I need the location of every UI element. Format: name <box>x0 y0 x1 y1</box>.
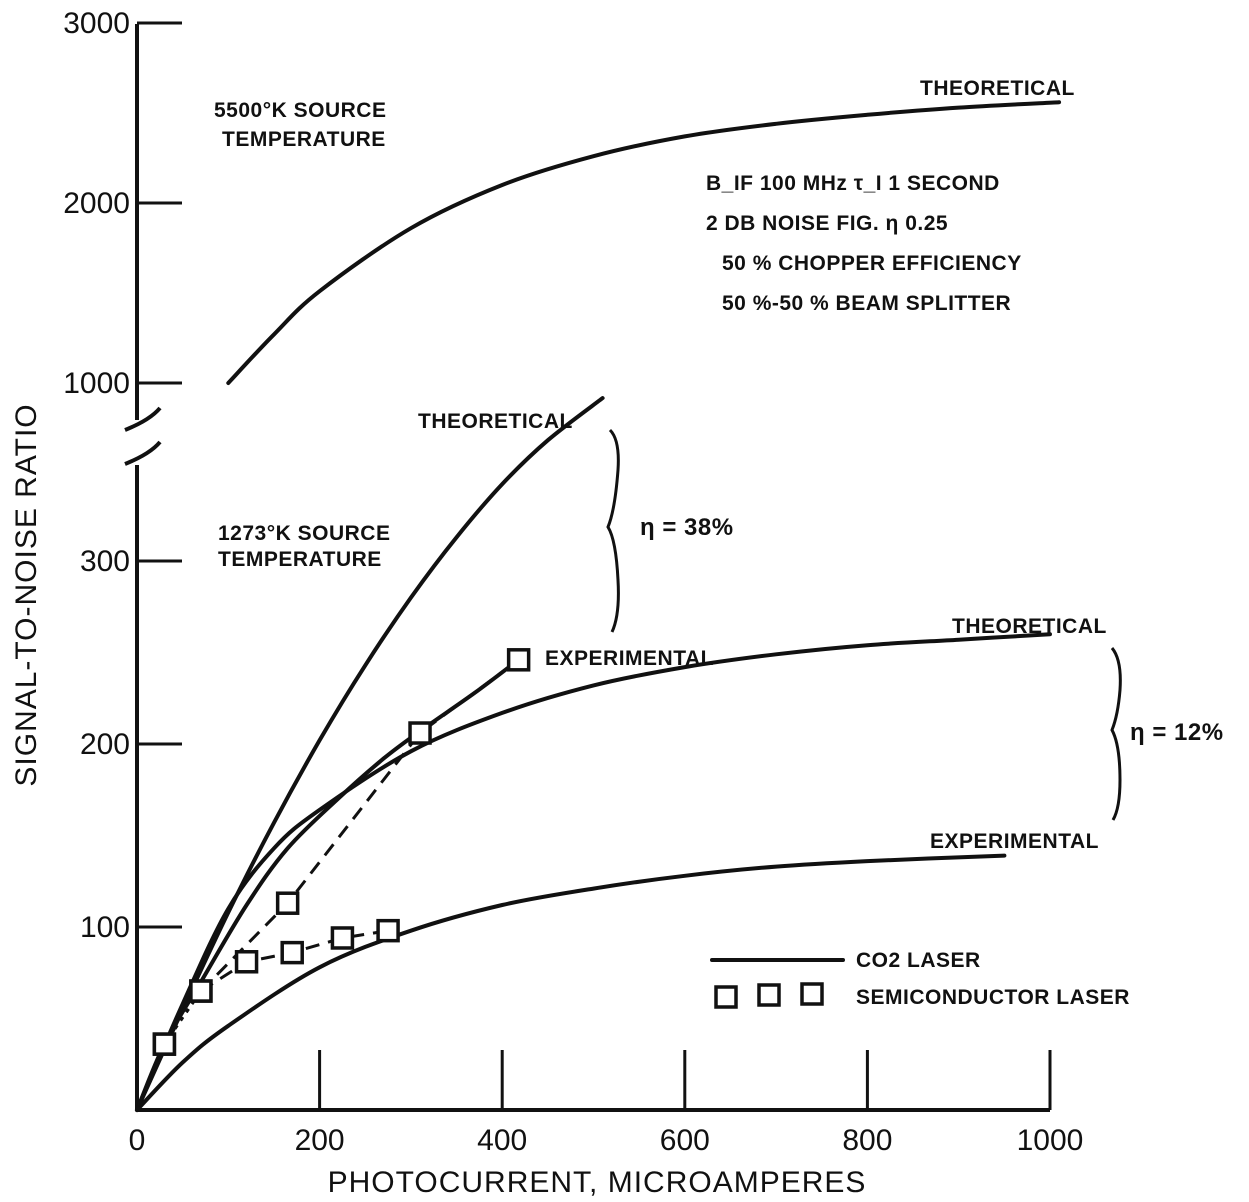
axis-break-mark-lower <box>124 440 162 466</box>
semiconductor-point-6-1 <box>189 979 213 1003</box>
legend-co2-label: CO2 LASER <box>856 949 981 972</box>
x-axis-title: PHOTOCURRENT, MICROAMPERES <box>328 1166 867 1199</box>
x-tick-label-600: 600 <box>660 1124 710 1157</box>
condition-line-2: 2 DB NOISE FIG. η 0.25 <box>706 212 948 235</box>
semiconductor-point-6-5 <box>376 918 400 943</box>
label-experimental-38: EXPERIMENTAL <box>545 647 714 670</box>
y-tick-label-200: 200 <box>80 728 130 761</box>
marker-group <box>152 648 531 1056</box>
series-4-experimental-1273-k-12 <box>135 853 1007 1112</box>
label-eta-38: η = 38% <box>640 514 734 541</box>
legend-semiconductor-label: SEMICONDUCTOR LASER <box>856 986 1130 1009</box>
semiconductor-point-6-2 <box>234 950 259 974</box>
condition-line-3: 50 % CHOPPER EFFICIENCY <box>722 252 1022 275</box>
x-tick-label-400: 400 <box>477 1124 527 1157</box>
label-experimental-12: EXPERIMENTAL <box>930 830 1099 853</box>
x-tick-label-200: 200 <box>295 1124 345 1157</box>
series-3-theoretical-1273-k-12 <box>135 632 1052 1112</box>
label-theoretical-12: THEORETICAL <box>952 615 1107 638</box>
upper-source-line-2: TEMPERATURE <box>222 128 386 151</box>
label-theoretical-38: THEORETICAL <box>418 410 573 433</box>
legend-semiconductor-marker-1 <box>714 985 738 1009</box>
semiconductor-point-5-2 <box>275 891 300 915</box>
series-2-experimental-1273-k-38 <box>135 657 521 1112</box>
series-0-theoretical-5500-k-source <box>226 100 1062 385</box>
semiconductor-point-6-3 <box>280 940 304 965</box>
series-1-theoretical-1273-k-38 <box>135 396 605 1112</box>
lower-source-line-1: 1273°K SOURCE <box>218 522 390 545</box>
x-tick-label-800: 800 <box>842 1124 892 1157</box>
legend-semiconductor-marker-2 <box>757 983 781 1007</box>
axis-break-mark-upper <box>124 406 162 432</box>
brace-eta-12 <box>1110 647 1122 821</box>
semiconductor-point-6-4 <box>330 926 355 950</box>
y-axis-title: SIGNAL-TO-NOISE RATIO <box>10 403 43 786</box>
label-theoretical-upper: THEORETICAL <box>920 77 1075 100</box>
x-tick-label-1000: 1000 <box>1017 1124 1084 1157</box>
upper-source-line-1: 5500°K SOURCE <box>214 99 386 122</box>
condition-line-4: 50 %-50 % BEAM SPLITTER <box>722 292 1011 315</box>
tick-group: 0 200 400 600 800 1000 100 200 300 1000 2000 3000 <box>63 7 1083 1157</box>
y-tick-label-1000: 1000 <box>63 367 130 400</box>
condition-line-1: B_IF 100 MHz τ_I 1 SECOND <box>706 172 1000 195</box>
x-tick-label-0: 0 <box>129 1124 146 1157</box>
legend-semiconductor-marker-3 <box>800 982 824 1006</box>
y-tick-label-300: 300 <box>80 545 130 578</box>
series-5-semiconductor-laser-upper-data-set <box>199 658 520 993</box>
legend: CO2 LASER SEMICONDUCTOR LASER <box>710 949 1130 1009</box>
semiconductor-point-6-0 <box>152 1032 177 1056</box>
semiconductor-point-5-3 <box>408 721 432 745</box>
brace-eta-38 <box>606 428 620 633</box>
semiconductor-point-5-4 <box>506 648 531 672</box>
y-tick-label-100: 100 <box>80 911 130 944</box>
y-tick-label-3000: 3000 <box>63 7 130 40</box>
lower-source-line-2: TEMPERATURE <box>218 548 382 571</box>
label-eta-12: η = 12% <box>1130 719 1224 746</box>
y-tick-label-2000: 2000 <box>63 187 130 220</box>
axes <box>124 24 1050 1112</box>
